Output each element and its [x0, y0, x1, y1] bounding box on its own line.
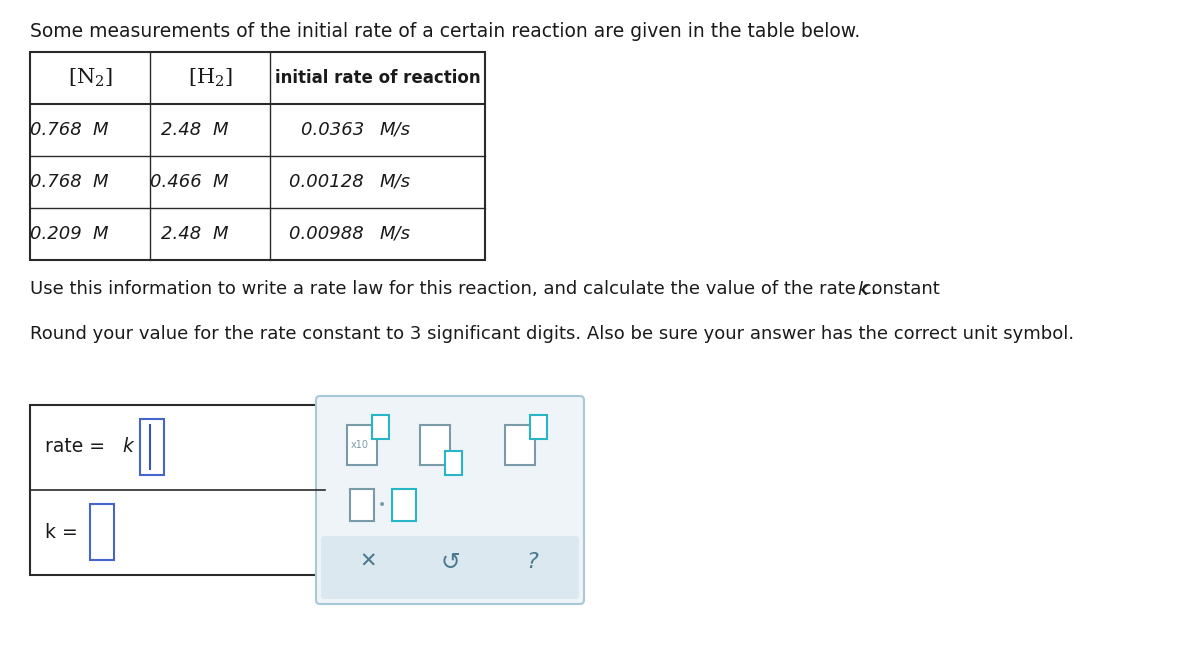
Text: Use this information to write a rate law for this reaction, and calculate the va: Use this information to write a rate law… [30, 280, 946, 298]
Text: $\mathregular{[N_2]}$: $\mathregular{[N_2]}$ [67, 67, 113, 89]
Text: M: M [92, 173, 108, 191]
Text: 2.48: 2.48 [161, 225, 205, 243]
Text: M/s: M/s [380, 225, 410, 243]
Bar [392, 489, 416, 521]
Text: M: M [92, 225, 108, 243]
Bar [30, 52, 485, 260]
Text: 0.209: 0.209 [30, 225, 85, 243]
Text: k =: k = [46, 522, 78, 541]
Text: initial rate of reaction: initial rate of reaction [275, 69, 480, 87]
Text: 0.768: 0.768 [30, 121, 85, 139]
Bar [445, 451, 462, 475]
Text: Some measurements of the initial rate of a certain reaction are given in the tab: Some measurements of the initial rate of… [30, 22, 860, 41]
Text: 0.466: 0.466 [150, 173, 205, 191]
Text: M/s: M/s [380, 121, 410, 139]
Text: ↺: ↺ [440, 550, 460, 574]
FancyBboxPatch shape [316, 396, 584, 604]
Text: x10: x10 [352, 440, 370, 450]
Bar [347, 425, 377, 465]
Text: M: M [212, 121, 228, 139]
Text: $k$: $k$ [122, 438, 136, 456]
Bar [350, 489, 374, 521]
Text: ✕: ✕ [359, 552, 377, 572]
Bar [530, 415, 547, 439]
Text: 0.0363: 0.0363 [301, 121, 367, 139]
Text: 0.768: 0.768 [30, 173, 85, 191]
Text: M: M [212, 225, 228, 243]
Bar [90, 504, 114, 560]
Text: M: M [92, 121, 108, 139]
Text: .: . [870, 280, 876, 298]
Text: 0.00988: 0.00988 [289, 225, 367, 243]
Bar [30, 405, 325, 575]
Text: 0.00128: 0.00128 [289, 173, 367, 191]
Text: $k$: $k$ [857, 281, 870, 299]
Bar [140, 419, 164, 475]
Text: M: M [212, 173, 228, 191]
Text: $\mathregular{[H_2]}$: $\mathregular{[H_2]}$ [187, 67, 233, 89]
Text: ?: ? [526, 552, 538, 572]
Text: M/s: M/s [380, 173, 410, 191]
Text: 2.48: 2.48 [161, 121, 205, 139]
Bar [505, 425, 535, 465]
FancyBboxPatch shape [322, 536, 580, 599]
Text: •: • [378, 498, 386, 512]
Bar [420, 425, 450, 465]
Text: Round your value for the rate constant to 3 significant digits. Also be sure you: Round your value for the rate constant t… [30, 325, 1074, 343]
Text: rate =: rate = [46, 438, 112, 456]
Bar [372, 415, 389, 439]
